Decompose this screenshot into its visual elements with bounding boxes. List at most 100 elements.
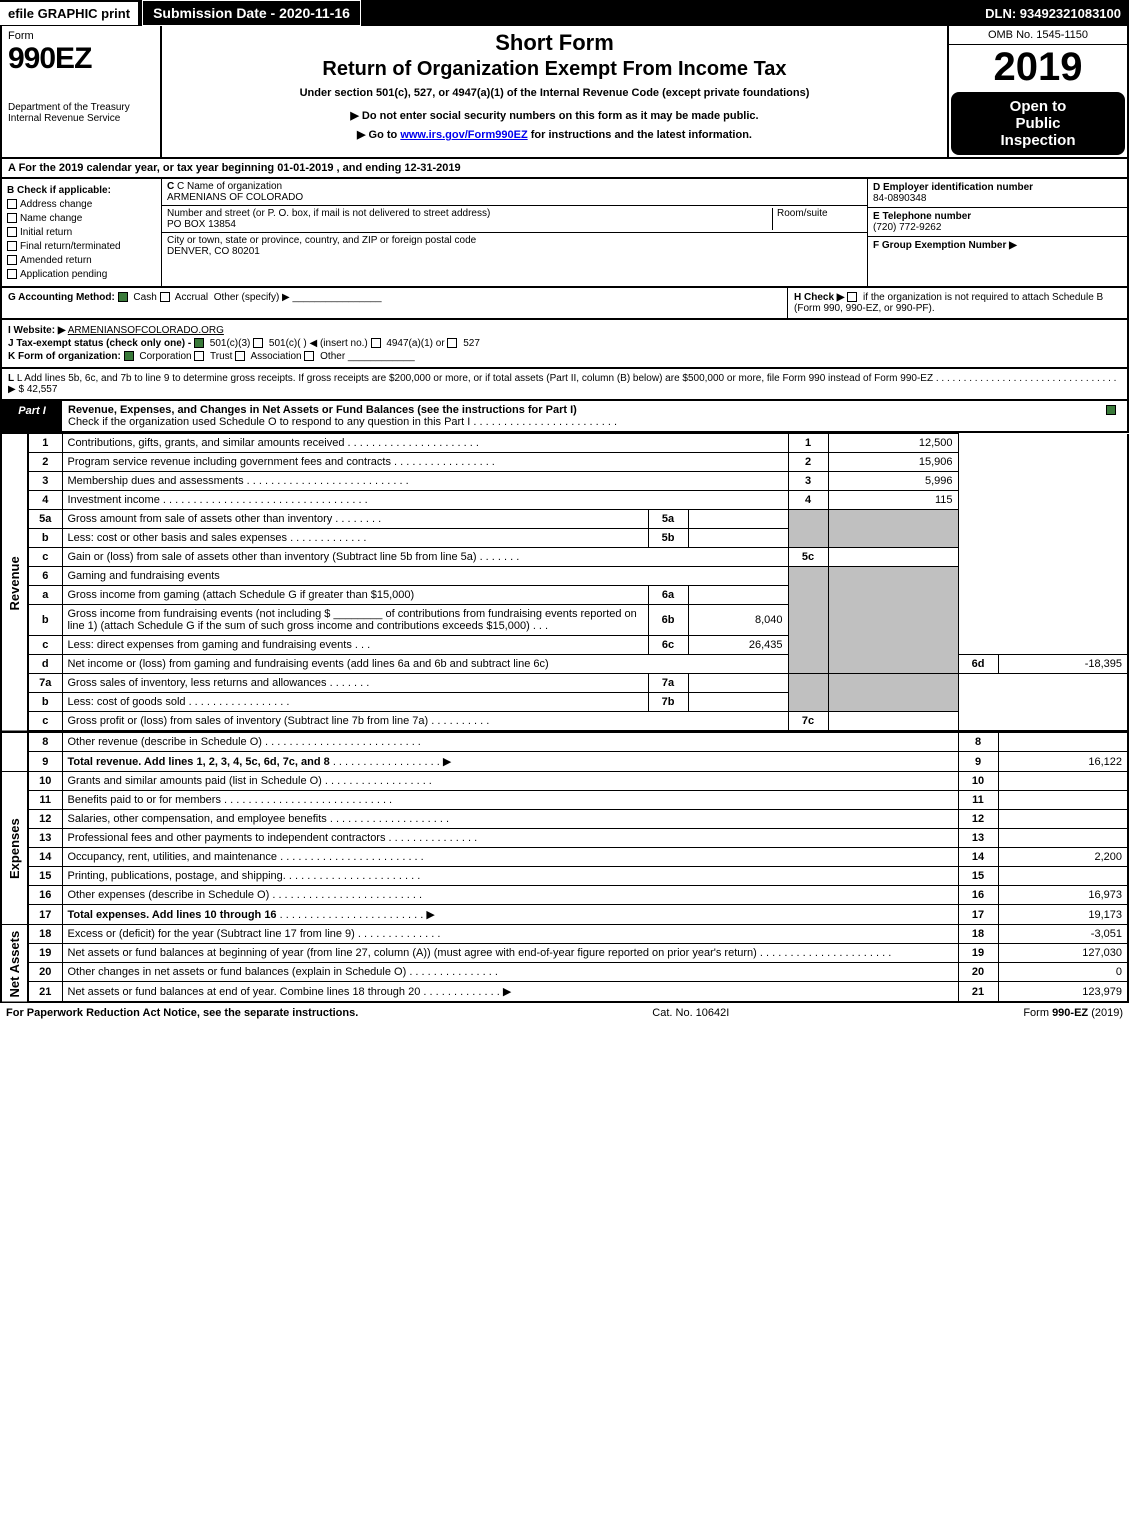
- c-name-value: ARMENIANS OF COLORADO: [167, 192, 862, 203]
- l3-col: 3: [788, 472, 828, 491]
- info-grid: B Check if applicable: Address change Na…: [0, 179, 1129, 288]
- b-amended-return[interactable]: Amended return: [7, 255, 156, 266]
- g-label: G Accounting Method:: [8, 292, 115, 303]
- l7c-num: c: [28, 712, 62, 732]
- line-21: 21 Net assets or fund balances at end of…: [1, 982, 1128, 1003]
- line-5c: c Gain or (loss) from sale of assets oth…: [1, 548, 1128, 567]
- line-3: 3 Membership dues and assessments . . . …: [1, 472, 1128, 491]
- l13-desc: Professional fees and other payments to …: [62, 829, 958, 848]
- i-value[interactable]: ARMENIANSOFCOLORADO.ORG: [68, 325, 224, 336]
- j-501c-check[interactable]: [253, 338, 263, 348]
- l12-col: 12: [958, 810, 998, 829]
- l10-num: 10: [28, 772, 62, 791]
- b-application-pending[interactable]: Application pending: [7, 269, 156, 280]
- j-527-check[interactable]: [447, 338, 457, 348]
- l8-amt: [998, 733, 1128, 752]
- l11-amt: [998, 791, 1128, 810]
- l4-desc: Investment income . . . . . . . . . . . …: [62, 491, 788, 510]
- l6d-col: 6d: [958, 655, 998, 674]
- j-tax-exempt: J Tax-exempt status (check only one) - 5…: [8, 338, 1121, 349]
- line-10: Expenses 10 Grants and similar amounts p…: [1, 772, 1128, 791]
- l20-col: 20: [958, 963, 998, 982]
- k-corp-check[interactable]: [124, 351, 134, 361]
- l2-num: 2: [28, 453, 62, 472]
- l13-col: 13: [958, 829, 998, 848]
- i-website: I Website: ▶ ARMENIANSOFCOLORADO.ORG: [8, 325, 1121, 336]
- l1-num: 1: [28, 434, 62, 453]
- irs-link[interactable]: www.irs.gov/Form990EZ: [400, 129, 527, 141]
- part1-check[interactable]: [1097, 401, 1127, 431]
- j-4947-check[interactable]: [371, 338, 381, 348]
- l9-num: 9: [28, 752, 62, 772]
- b-name-change[interactable]: Name change: [7, 213, 156, 224]
- l17-amt: 19,173: [998, 905, 1128, 925]
- l7a-subval: [688, 674, 788, 693]
- l12-num: 12: [28, 810, 62, 829]
- l6-shade-amt: [828, 567, 958, 674]
- k-assoc-check[interactable]: [235, 351, 245, 361]
- goto-pre: ▶ Go to: [357, 129, 400, 141]
- efile-label[interactable]: efile GRAPHIC print: [0, 2, 138, 25]
- page-footer: For Paperwork Reduction Act Notice, see …: [0, 1003, 1129, 1023]
- l-text: L Add lines 5b, 6c, and 7b to line 9 to …: [8, 373, 1116, 395]
- l11-num: 11: [28, 791, 62, 810]
- b-address-change[interactable]: Address change: [7, 199, 156, 210]
- l2-amt: 15,906: [828, 453, 958, 472]
- l5b-desc: Less: cost or other basis and sales expe…: [62, 529, 648, 548]
- l8-num: 8: [28, 733, 62, 752]
- line-1: Revenue 1 Contributions, gifts, grants, …: [1, 434, 1128, 453]
- l6c-num: c: [28, 636, 62, 655]
- c-city-row: City or town, state or province, country…: [162, 233, 867, 259]
- gh-row: G Accounting Method: Cash Accrual Other …: [0, 288, 1129, 320]
- l5c-amt: [828, 548, 958, 567]
- l7-shade-amt: [828, 674, 958, 712]
- g-accrual-check[interactable]: [160, 292, 170, 302]
- l4-amt: 115: [828, 491, 958, 510]
- line-18: Net Assets 18 Excess or (deficit) for th…: [1, 925, 1128, 944]
- room-suite-label: Room/suite: [772, 208, 862, 230]
- h-check[interactable]: [847, 292, 857, 302]
- e-phone-label: E Telephone number: [873, 211, 1122, 222]
- c-addr-value: PO BOX 13854: [167, 219, 772, 230]
- title-short-form: Short Form: [170, 30, 939, 56]
- l1-col: 1: [788, 434, 828, 453]
- l13-amt: [998, 829, 1128, 848]
- l16-col: 16: [958, 886, 998, 905]
- l9-desc: Total revenue. Add lines 1, 2, 3, 4, 5c,…: [62, 752, 958, 772]
- part1-title-wrap: Revenue, Expenses, and Changes in Net As…: [62, 401, 1097, 431]
- b-final-return[interactable]: Final return/terminated: [7, 241, 156, 252]
- l21-col: 21: [958, 982, 998, 1003]
- l14-col: 14: [958, 848, 998, 867]
- line-9: 9 Total revenue. Add lines 1, 2, 3, 4, 5…: [1, 752, 1128, 772]
- line-4: 4 Investment income . . . . . . . . . . …: [1, 491, 1128, 510]
- f-group-label: F Group Exemption Number ▶: [873, 240, 1122, 251]
- l6-desc: Gaming and fundraising events: [62, 567, 788, 586]
- j-501c: 501(c)( ): [269, 338, 307, 349]
- part1-check-line: Check if the organization used Schedule …: [68, 416, 617, 428]
- l15-desc: Printing, publications, postage, and shi…: [62, 867, 958, 886]
- form-header: Form 990EZ Department of the Treasury In…: [0, 26, 1129, 159]
- b-initial-return[interactable]: Initial return: [7, 227, 156, 238]
- l4-col: 4: [788, 491, 828, 510]
- l5c-desc: Gain or (loss) from sale of assets other…: [62, 548, 788, 567]
- ijk-block: I Website: ▶ ARMENIANSOFCOLORADO.ORG J T…: [0, 320, 1129, 369]
- public: Public: [955, 115, 1121, 132]
- l5b-subval: [688, 529, 788, 548]
- title-return: Return of Organization Exempt From Incom…: [170, 58, 939, 81]
- l2-desc: Program service revenue including govern…: [62, 453, 788, 472]
- b-header: B Check if applicable:: [7, 185, 156, 196]
- open-to: Open to: [955, 98, 1121, 115]
- k-other: Other: [320, 351, 345, 362]
- k-other-check[interactable]: [304, 351, 314, 361]
- lines-table: Revenue 1 Contributions, gifts, grants, …: [0, 433, 1129, 732]
- l7b-sub: 7b: [648, 693, 688, 712]
- g-cash-check[interactable]: [118, 292, 128, 302]
- k-trust-check[interactable]: [194, 351, 204, 361]
- line-6: 6 Gaming and fundraising events: [1, 567, 1128, 586]
- header-center: Short Form Return of Organization Exempt…: [162, 26, 947, 157]
- i-label: I Website: ▶: [8, 325, 66, 336]
- k-assoc: Association: [250, 351, 301, 362]
- l17-desc: Total expenses. Add lines 10 through 16 …: [62, 905, 958, 925]
- l14-desc: Occupancy, rent, utilities, and maintena…: [62, 848, 958, 867]
- j-501c3-check[interactable]: [194, 338, 204, 348]
